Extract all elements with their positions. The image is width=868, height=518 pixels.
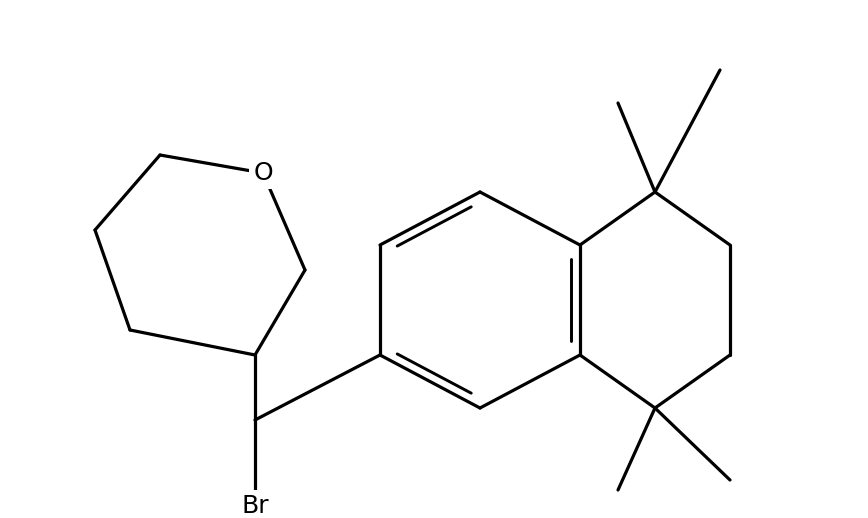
Text: O: O — [253, 161, 273, 185]
Text: Br: Br — [241, 494, 269, 518]
